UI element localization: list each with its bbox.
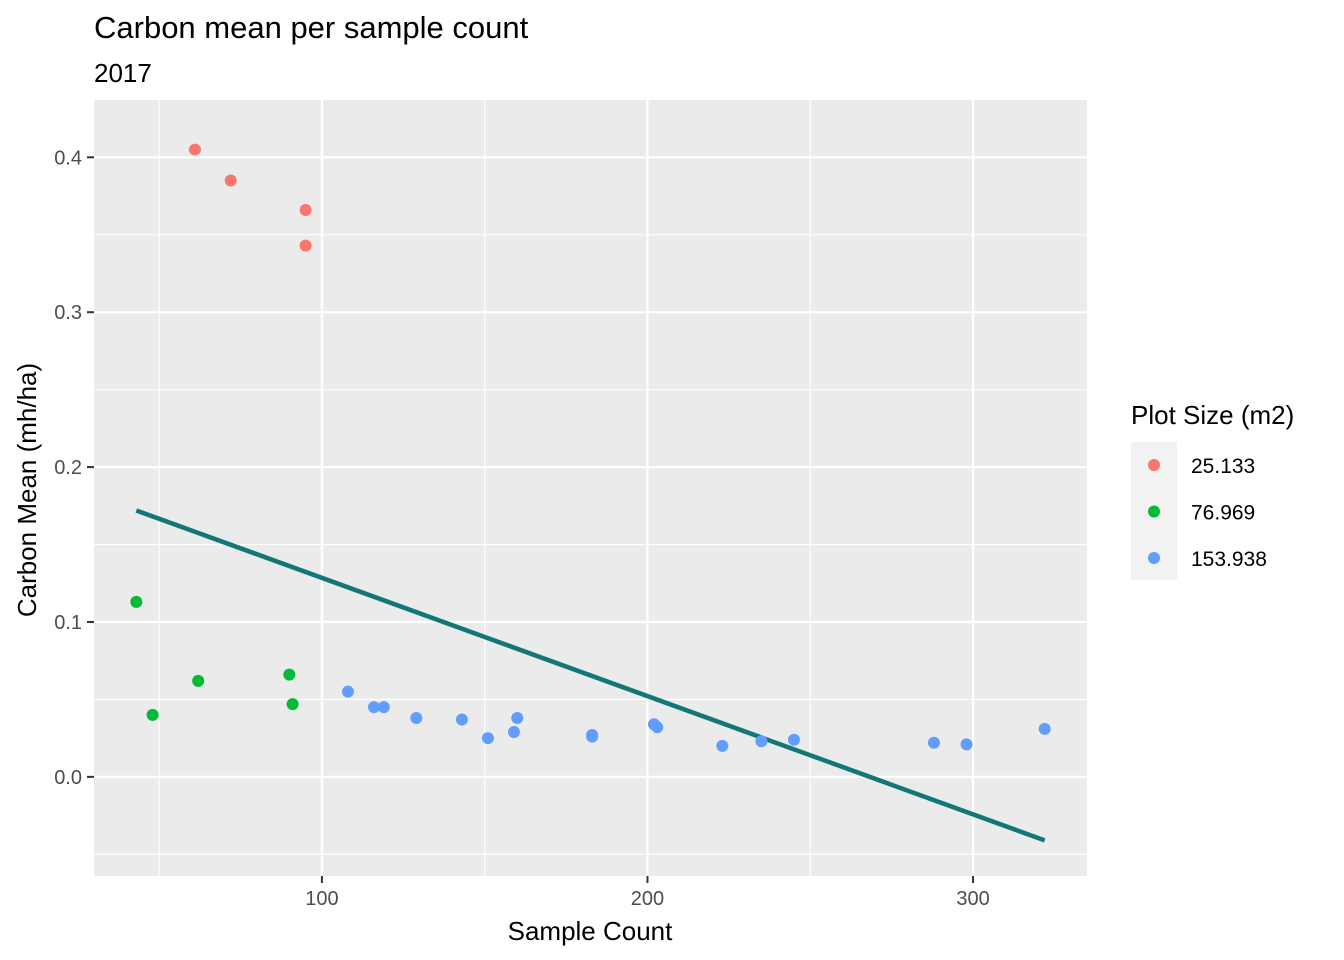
data-point (410, 712, 423, 725)
y-axis-title: Carbon Mean (mh/ha) (12, 363, 42, 617)
data-point (511, 712, 524, 725)
legend-label: 76.969 (1191, 502, 1255, 525)
legend: Plot Size (m2) 25.133 76.969 153.938 (1131, 400, 1294, 580)
x-tick-label: 300 (956, 888, 989, 910)
y-tick-label: 0.4 (54, 147, 82, 169)
trend-line (135, 508, 1046, 843)
x-tick-label: 100 (305, 888, 338, 910)
chart-title: Carbon mean per sample count (94, 10, 529, 45)
legend-key (1148, 505, 1160, 518)
data-point (299, 239, 312, 252)
y-tick-label: 0.2 (54, 457, 82, 479)
data-point (341, 685, 354, 698)
data-point (960, 738, 973, 751)
data-point (286, 698, 299, 711)
data-point (755, 735, 768, 748)
data-point (787, 733, 800, 746)
x-axis-title: Sample Count (508, 916, 674, 946)
legend-label: 25.133 (1191, 455, 1255, 478)
legend-key (1148, 459, 1160, 471)
legend-key (1148, 552, 1160, 564)
data-point (146, 708, 159, 721)
plot-panel (94, 100, 1087, 876)
data-point (1038, 722, 1051, 735)
data-point (716, 739, 729, 752)
data-point (927, 736, 940, 749)
data-point (283, 668, 296, 681)
x-axis: 100 200 300 (305, 876, 990, 910)
legend-label: 153.938 (1191, 548, 1267, 571)
trend-line-layer (135, 508, 1046, 843)
points-layer (130, 143, 1051, 752)
data-point (651, 721, 664, 734)
data-point (455, 713, 468, 726)
data-point (188, 143, 201, 156)
data-point (367, 701, 380, 714)
x-tick-label: 200 (631, 888, 664, 910)
y-tick-label: 0.3 (54, 302, 82, 324)
y-axis: 0.0 0.1 0.2 0.3 0.4 (54, 147, 94, 789)
data-point (377, 701, 390, 714)
y-tick-label: 0.0 (54, 767, 82, 789)
data-point (224, 174, 237, 187)
data-point (481, 732, 494, 745)
data-point (192, 674, 205, 687)
legend-title: Plot Size (m2) (1131, 400, 1294, 430)
minor-gridlines (94, 100, 1087, 876)
data-point (507, 725, 520, 738)
major-gridlines (94, 100, 1087, 876)
y-tick-label: 0.1 (54, 612, 82, 634)
data-point (130, 595, 143, 608)
data-point (586, 729, 599, 742)
chart-subtitle: 2017 (94, 58, 152, 88)
data-point (299, 203, 312, 216)
